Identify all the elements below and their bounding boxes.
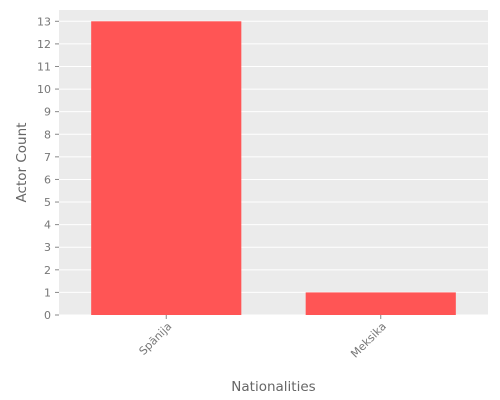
y-tick-label: 3 — [44, 241, 51, 254]
y-tick-label: 5 — [44, 196, 51, 209]
x-tick-label: Spānija — [137, 320, 175, 358]
y-tick-label: 1 — [44, 286, 51, 299]
bar-1 — [305, 292, 456, 315]
bar-0 — [91, 21, 242, 316]
y-tick-label: 2 — [44, 264, 51, 277]
y-tick-label: 0 — [44, 309, 51, 322]
y-tick-label: 8 — [44, 128, 51, 141]
y-tick-label: 10 — [37, 83, 51, 96]
y-axis-title: Actor Count — [14, 123, 30, 203]
x-axis-title: Nationalities — [231, 379, 315, 395]
y-tick-label: 12 — [37, 38, 51, 51]
y-tick-label: 11 — [37, 60, 51, 73]
y-tick-label: 7 — [44, 151, 51, 164]
y-tick-label: 4 — [44, 219, 51, 232]
x-axis-ticks: Spānija Meksika — [137, 315, 389, 360]
bars — [91, 21, 456, 316]
y-tick-label: 6 — [44, 173, 51, 186]
x-tick-label: Meksika — [348, 320, 389, 361]
y-tick-label: 13 — [37, 15, 51, 28]
y-tick-label: 9 — [44, 106, 51, 119]
